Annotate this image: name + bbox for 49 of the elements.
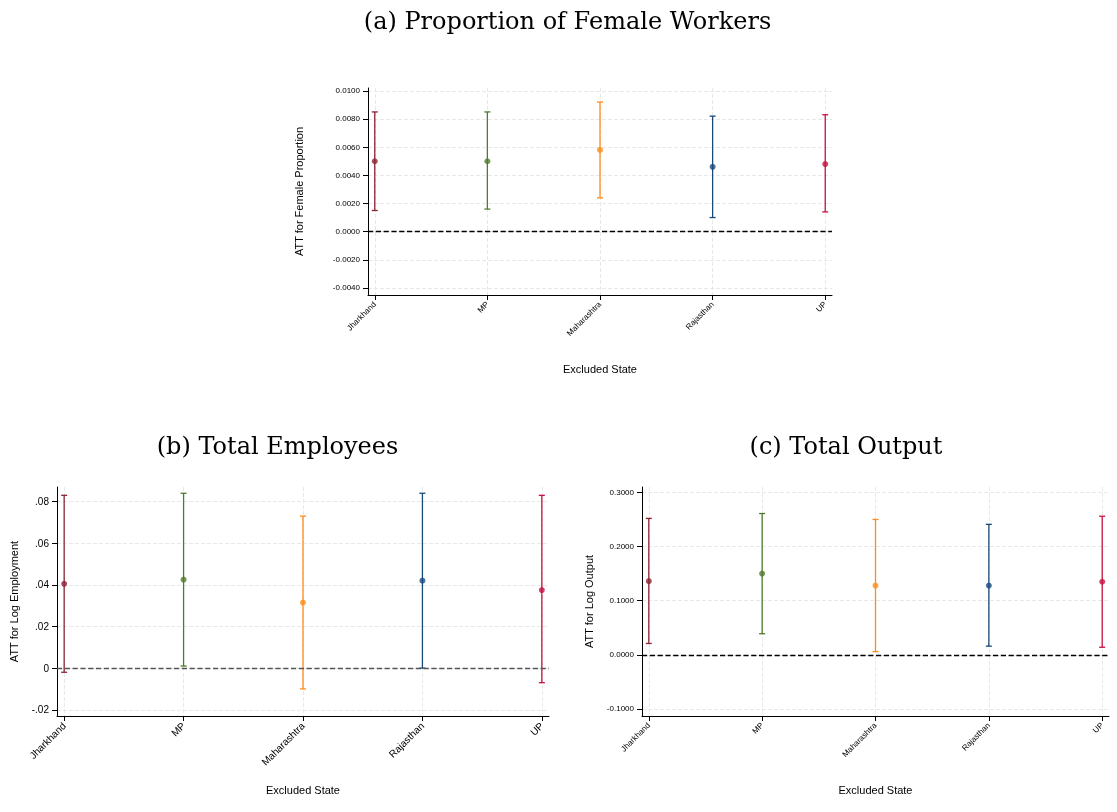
point bbox=[822, 161, 829, 168]
y-axis-title: ATT for Log Employment bbox=[7, 540, 20, 663]
point bbox=[872, 582, 879, 589]
x-tick-label: UP bbox=[1091, 720, 1106, 736]
point bbox=[1099, 578, 1106, 585]
y-tick-label: 0.0080 bbox=[335, 114, 361, 124]
y-tick-label: 0.0000 bbox=[609, 650, 635, 660]
x-axis-title: Excluded State bbox=[563, 362, 637, 375]
x-axis-title: Excluded State bbox=[838, 783, 913, 796]
y-tick-label: 0.3000 bbox=[609, 487, 635, 497]
y-tick-label: 0.0100 bbox=[335, 86, 361, 96]
chart-title: (c) Total Output bbox=[749, 432, 943, 460]
y-tick-label: .02 bbox=[35, 620, 50, 632]
y-tick-label: 0.0020 bbox=[335, 198, 361, 208]
point bbox=[484, 158, 491, 165]
chart-title: (b) Total Employees bbox=[156, 432, 399, 460]
chart-title: (a) Proportion of Female Workers bbox=[363, 7, 772, 35]
x-tick-label: MP bbox=[750, 720, 766, 736]
point bbox=[300, 599, 306, 606]
y-tick-label: .04 bbox=[35, 579, 50, 591]
x-tick-label: UP bbox=[814, 299, 829, 315]
y-tick-label: -0.1000 bbox=[606, 704, 635, 714]
y-tick-label: 0.0040 bbox=[335, 170, 361, 180]
point bbox=[597, 146, 603, 153]
y-tick-label: -.02 bbox=[31, 704, 50, 716]
point bbox=[538, 587, 545, 594]
x-tick-label: MP bbox=[169, 719, 188, 739]
point bbox=[645, 578, 652, 585]
y-tick-label: 0 bbox=[43, 662, 50, 674]
y-tick-label: .06 bbox=[35, 537, 50, 549]
point bbox=[759, 570, 766, 577]
x-tick-label: UP bbox=[528, 719, 546, 738]
point bbox=[709, 163, 716, 170]
y-tick-label: 0.0000 bbox=[335, 227, 361, 237]
y-tick-label: 0.2000 bbox=[609, 542, 635, 552]
y-tick-label: 0.0060 bbox=[335, 142, 361, 152]
y-tick-label: 0.1000 bbox=[609, 596, 635, 606]
x-tick-label: MP bbox=[475, 299, 491, 315]
y-tick-label: .08 bbox=[35, 496, 50, 508]
point bbox=[180, 576, 187, 583]
point bbox=[61, 580, 68, 587]
y-tick-label: -0.0020 bbox=[332, 255, 361, 265]
y-tick-label: -0.0040 bbox=[332, 283, 361, 293]
point bbox=[419, 577, 426, 584]
x-axis-title: Excluded State bbox=[266, 783, 340, 796]
point bbox=[985, 582, 992, 589]
point bbox=[371, 158, 378, 165]
y-axis-title: ATT for Log Output bbox=[582, 554, 595, 649]
y-axis-title: ATT for Female Proportion bbox=[292, 126, 305, 257]
